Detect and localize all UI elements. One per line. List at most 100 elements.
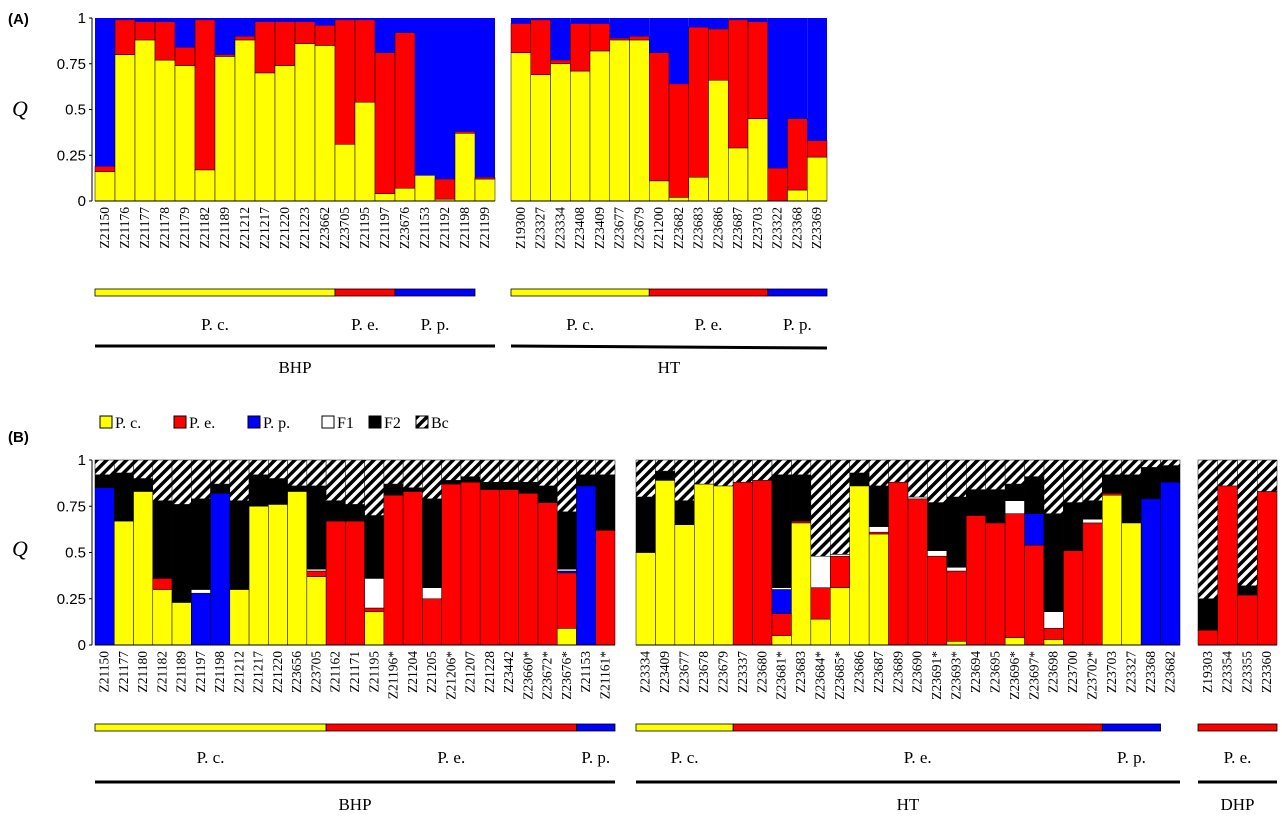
bar-segment-pe: [537, 502, 558, 646]
bar-segment-pc: [287, 491, 308, 646]
bar-segment-pc: [174, 65, 196, 202]
bar-segment-f2: [1004, 483, 1025, 501]
bar-segment-f2: [460, 476, 481, 483]
bar-segment-f2: [1043, 513, 1064, 612]
sample-label: Z21228: [482, 651, 497, 693]
bar-segment-pp: [728, 18, 748, 20]
sample-label: Z23442: [501, 651, 516, 693]
bar-segment-pe: [791, 520, 812, 524]
sample-label: Z23355: [1239, 651, 1254, 693]
bar-segment-pe: [1043, 628, 1064, 640]
bar-segment-f2: [1024, 476, 1045, 514]
bar-segment-f2: [966, 489, 986, 516]
bar-segment-f2: [345, 504, 365, 522]
bar-segment-f2: [946, 496, 967, 568]
bar-segment-pe: [94, 165, 116, 172]
sample-label: Z23687: [730, 207, 745, 249]
sample-label: Z21179: [177, 207, 192, 249]
bar-segment-bc: [441, 459, 462, 481]
bar-segment-pc: [1102, 494, 1122, 646]
bar-segment-bc: [325, 459, 346, 501]
panel-b: 0 0.25 0.5 0.75 1 Z21150 Z21177 Z21180 Z21182 Z21…: [57, 452, 1278, 814]
bar-segment-pe: [334, 19, 356, 145]
bar-segment-pc: [1121, 522, 1142, 646]
bar-segment-pe: [752, 480, 773, 646]
bar-segment-pe: [907, 498, 928, 646]
panel-a-label: (A): [8, 11, 29, 28]
legend-swatch: [247, 415, 261, 429]
bar-segment-pp: [748, 18, 768, 22]
bar-segment-pe: [1257, 491, 1278, 646]
bar-segment-pp: [455, 18, 475, 132]
bar-segment-pp: [215, 18, 235, 55]
bar-segment-pe: [787, 118, 808, 191]
bar-segment-pp: [708, 18, 729, 29]
bar-segment-pe: [383, 494, 404, 646]
sample-label: Z23690: [910, 651, 925, 693]
bar-segment-pe: [441, 483, 462, 646]
group-label: BHP: [278, 358, 311, 377]
bar-segment-pe: [570, 23, 591, 72]
bar-segment-pc: [314, 45, 336, 202]
bar-segment-pc: [747, 118, 768, 202]
sample-label: Z21195: [366, 651, 381, 693]
bar-segment-f2: [499, 481, 519, 490]
bar-segment-pe: [1024, 544, 1045, 646]
species-label: P. e.: [695, 315, 723, 334]
bar-segment-pc: [1043, 639, 1064, 646]
sample-label: Z23369: [809, 207, 824, 249]
bar-segment-pp: [550, 18, 571, 61]
bar-segment-pe: [364, 607, 385, 612]
bar-segment-pp: [649, 18, 669, 53]
bar-segment-bc: [133, 459, 154, 479]
bar-segment-pc: [133, 491, 154, 646]
bar-segment-bc: [810, 459, 831, 557]
legend-swatch: [173, 415, 187, 429]
bar-segment-f2: [210, 483, 231, 494]
bar-segment-f2: [422, 498, 442, 588]
bar-segment-f2: [1102, 474, 1122, 494]
bar-segment-pc: [655, 480, 676, 646]
sample-label: Z21182: [197, 207, 212, 249]
bar-segment-bc: [1082, 459, 1103, 501]
species-strip: [394, 288, 476, 297]
species-label: P. c.: [201, 315, 229, 334]
sample-label: Z21198: [457, 207, 472, 249]
sample-label: Z23322: [770, 207, 785, 249]
bar-segment-pe: [474, 176, 496, 180]
bar-segment-pp: [556, 570, 577, 574]
sample-label: Z23354: [1220, 651, 1235, 693]
bar-segment-pe: [732, 481, 753, 646]
bar-segment-pp: [787, 18, 808, 119]
bar-segment-pc: [474, 178, 496, 202]
bar-segment-bc: [576, 459, 596, 476]
bar-segment-f1: [1043, 611, 1064, 629]
bar-segment-bc: [888, 459, 909, 483]
bar-segment-pc: [229, 589, 250, 646]
sample-label: Z23360: [1259, 651, 1274, 693]
y-tick-label: 0.5: [65, 102, 86, 119]
bar-segment-pe: [194, 19, 216, 171]
sample-label: Z21192: [437, 207, 452, 249]
bar-segment-f2: [248, 474, 269, 507]
species-strip: [767, 288, 828, 297]
sample-label: Z21153: [417, 207, 432, 249]
bar-segment-f2: [595, 474, 616, 531]
bar-segment-f2: [402, 487, 423, 492]
bar-segment-pe: [767, 167, 788, 202]
bar-segment-bc: [1063, 459, 1084, 503]
bar-segment-pc: [609, 39, 630, 202]
bar-segment-pe: [807, 140, 828, 158]
bar-segment-pc: [306, 576, 327, 646]
sample-label: Z23697*: [1026, 651, 1041, 700]
bar-segment-f2: [576, 474, 596, 487]
bar-segment-pe: [1237, 594, 1258, 646]
bar-segment-pc: [868, 533, 889, 646]
bar-segment-pp: [235, 18, 255, 37]
bar-segment-f2: [1140, 467, 1161, 500]
bar-segment-f2: [114, 472, 134, 522]
bar-segment-f2: [1237, 585, 1258, 596]
sample-label: Z21223: [297, 207, 312, 249]
bar-segment-pc: [708, 79, 729, 202]
species-label: P. e.: [351, 315, 379, 334]
